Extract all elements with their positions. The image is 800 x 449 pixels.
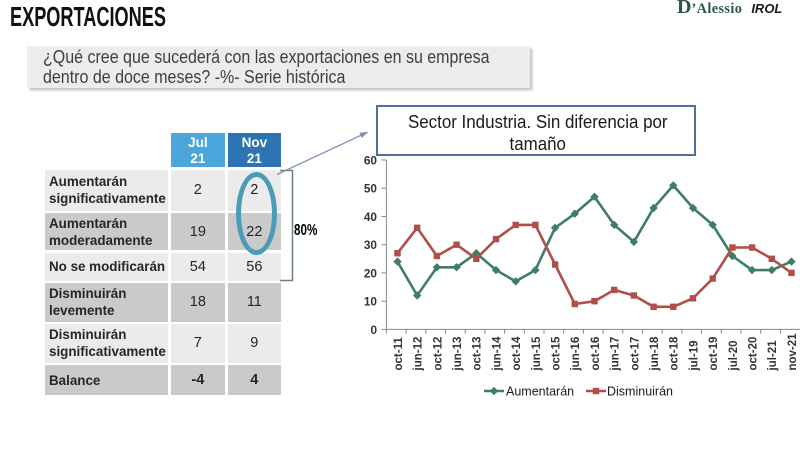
svg-text:jul-19: jul-19 [688,340,700,371]
svg-text:jun-16: jun-16 [570,337,582,372]
svg-text:oct-14: oct-14 [511,336,523,370]
svg-text:jun-15: jun-15 [531,336,543,371]
svg-text:jun-14: jun-14 [491,336,503,371]
svg-text:20: 20 [364,266,378,280]
svg-text:0: 0 [370,323,377,337]
svg-text:oct-16: oct-16 [590,337,602,371]
svg-text:10: 10 [364,295,378,309]
svg-text:Disminuirán: Disminuirán [607,384,673,398]
svg-text:jul-21: jul-21 [767,340,779,372]
svg-text:jun-17: jun-17 [610,337,622,372]
svg-text:jun-13: jun-13 [452,337,464,372]
svg-text:oct-20: oct-20 [748,337,760,371]
svg-text:40: 40 [364,210,378,224]
svg-text:50: 50 [364,182,378,196]
svg-text:jun-18: jun-18 [649,336,661,371]
svg-text:oct-13: oct-13 [472,337,484,371]
svg-text:oct-17: oct-17 [629,337,641,371]
svg-text:oct-19: oct-19 [708,337,720,371]
svg-text:oct-11: oct-11 [393,337,405,371]
svg-text:jun-12: jun-12 [413,337,425,372]
svg-text:oct-15: oct-15 [551,336,563,370]
svg-text:jul-20: jul-20 [728,340,740,371]
svg-text:nov-21: nov-21 [787,333,799,371]
svg-text:30: 30 [364,238,378,252]
svg-text:60: 60 [364,153,378,167]
svg-text:oct-12: oct-12 [432,337,444,371]
svg-text:oct-18: oct-18 [669,336,681,370]
svg-text:Aumentarán: Aumentarán [506,384,574,398]
